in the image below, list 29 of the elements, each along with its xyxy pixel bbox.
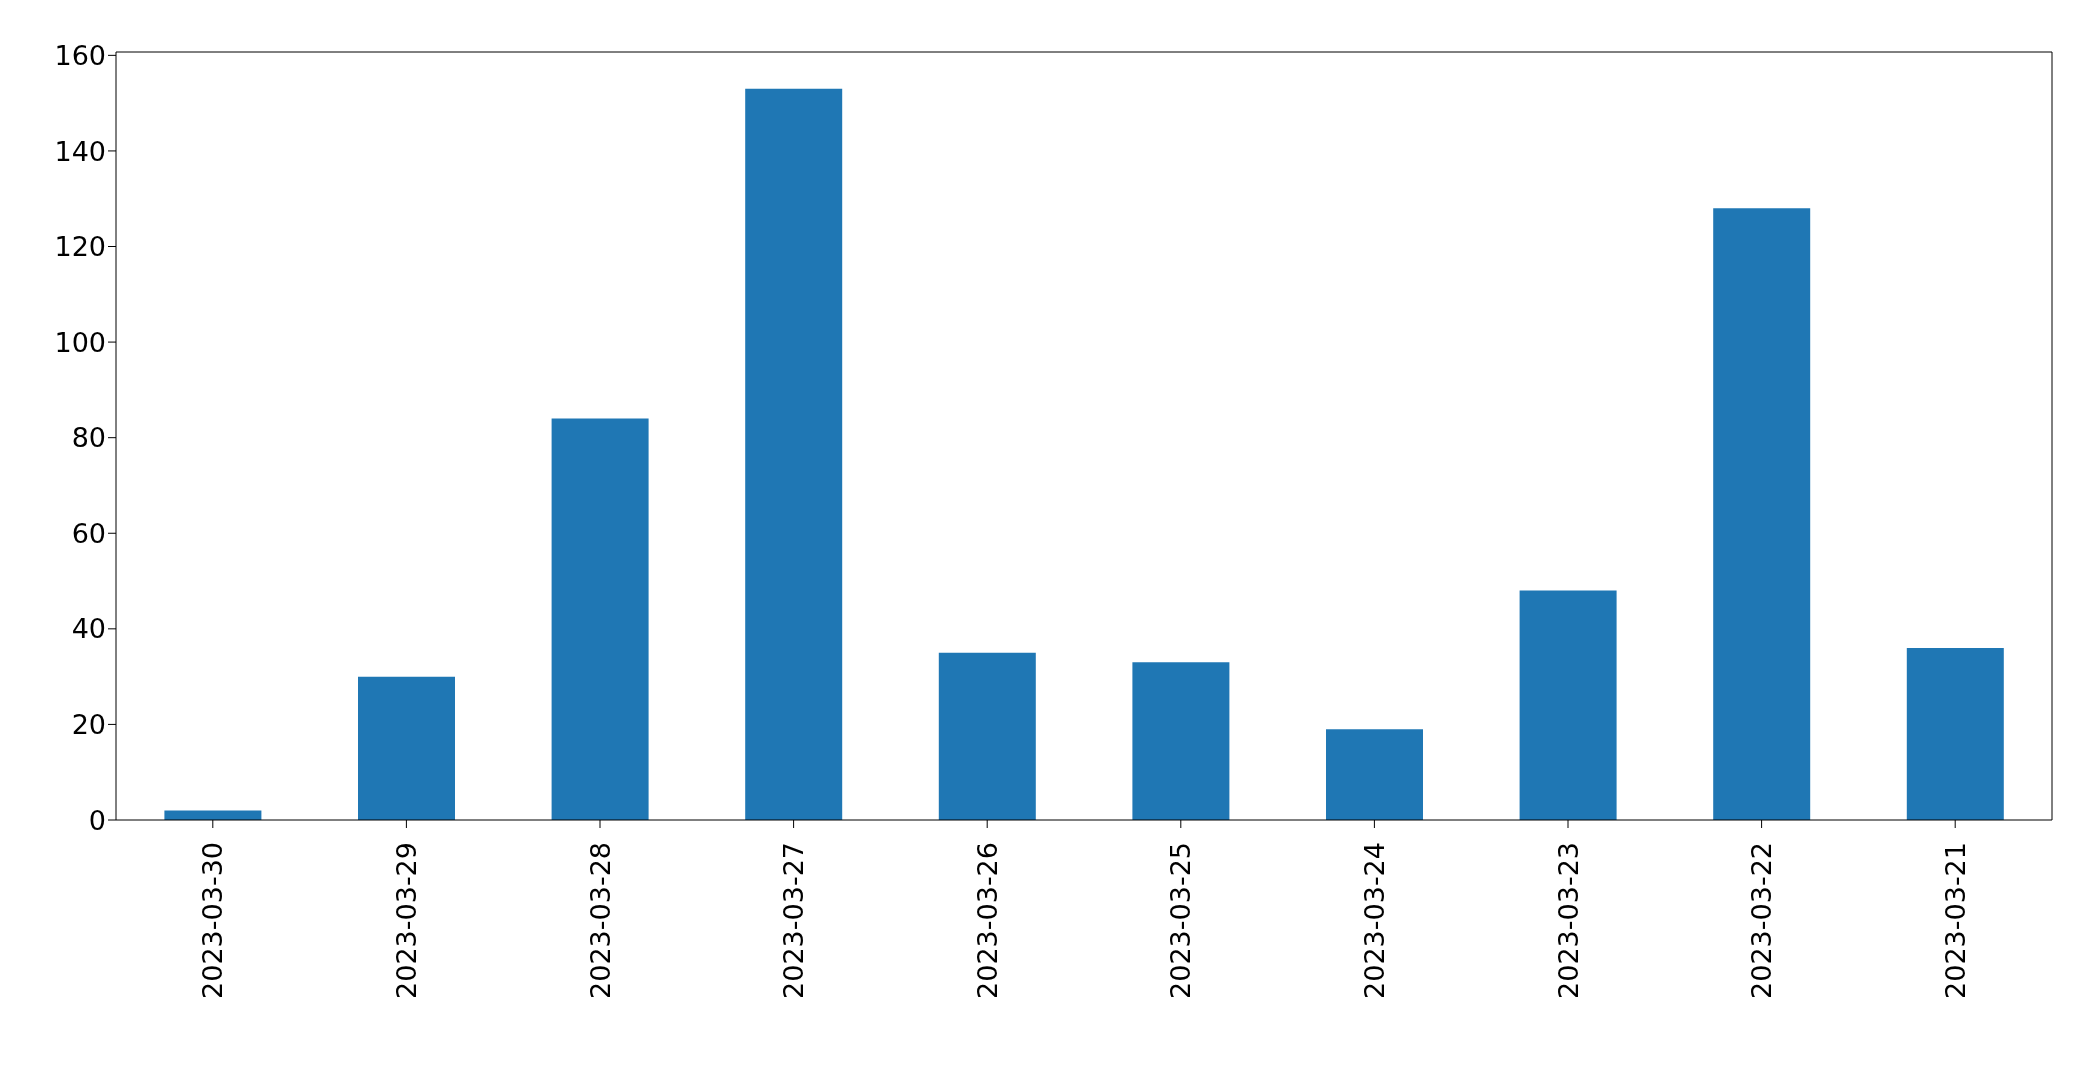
- x-tick-label: 2023-03-26: [971, 842, 1003, 999]
- x-tick-label: 2023-03-21: [1939, 842, 1971, 999]
- bar: [358, 676, 455, 820]
- y-tick-label: 60: [71, 517, 106, 549]
- y-tick-label: 20: [71, 709, 106, 740]
- y-tick-label: 140: [54, 135, 106, 167]
- bar: [938, 652, 1036, 820]
- bar: [1713, 208, 1811, 820]
- x-tick-label: 2023-03-27: [778, 842, 810, 999]
- bar: [551, 418, 649, 820]
- bar: [1519, 590, 1617, 820]
- bar: [1132, 662, 1230, 820]
- x-tick-label: 2023-03-25: [1165, 842, 1197, 999]
- x-tick-label: 2023-03-28: [584, 842, 616, 999]
- x-tick-label: 2023-03-22: [1746, 842, 1778, 999]
- bar: [1906, 647, 2004, 820]
- bar: [164, 810, 262, 820]
- y-tick-label: 120: [54, 231, 106, 263]
- y-tick-label: 40: [71, 613, 106, 645]
- x-tick-label: 2023-03-23: [1552, 842, 1584, 999]
- x-tick-label: 2023-03-29: [390, 842, 422, 999]
- bar: [1326, 729, 1423, 820]
- x-tick-label: 2023-03-30: [197, 842, 229, 999]
- x-tick-label: 2023-03-24: [1358, 842, 1390, 999]
- y-tick-label: 0: [88, 804, 106, 836]
- bar: [745, 88, 843, 820]
- y-tick-label: 160: [54, 39, 106, 71]
- y-tick-label: 80: [71, 422, 106, 454]
- y-tick-label: 100: [54, 326, 106, 358]
